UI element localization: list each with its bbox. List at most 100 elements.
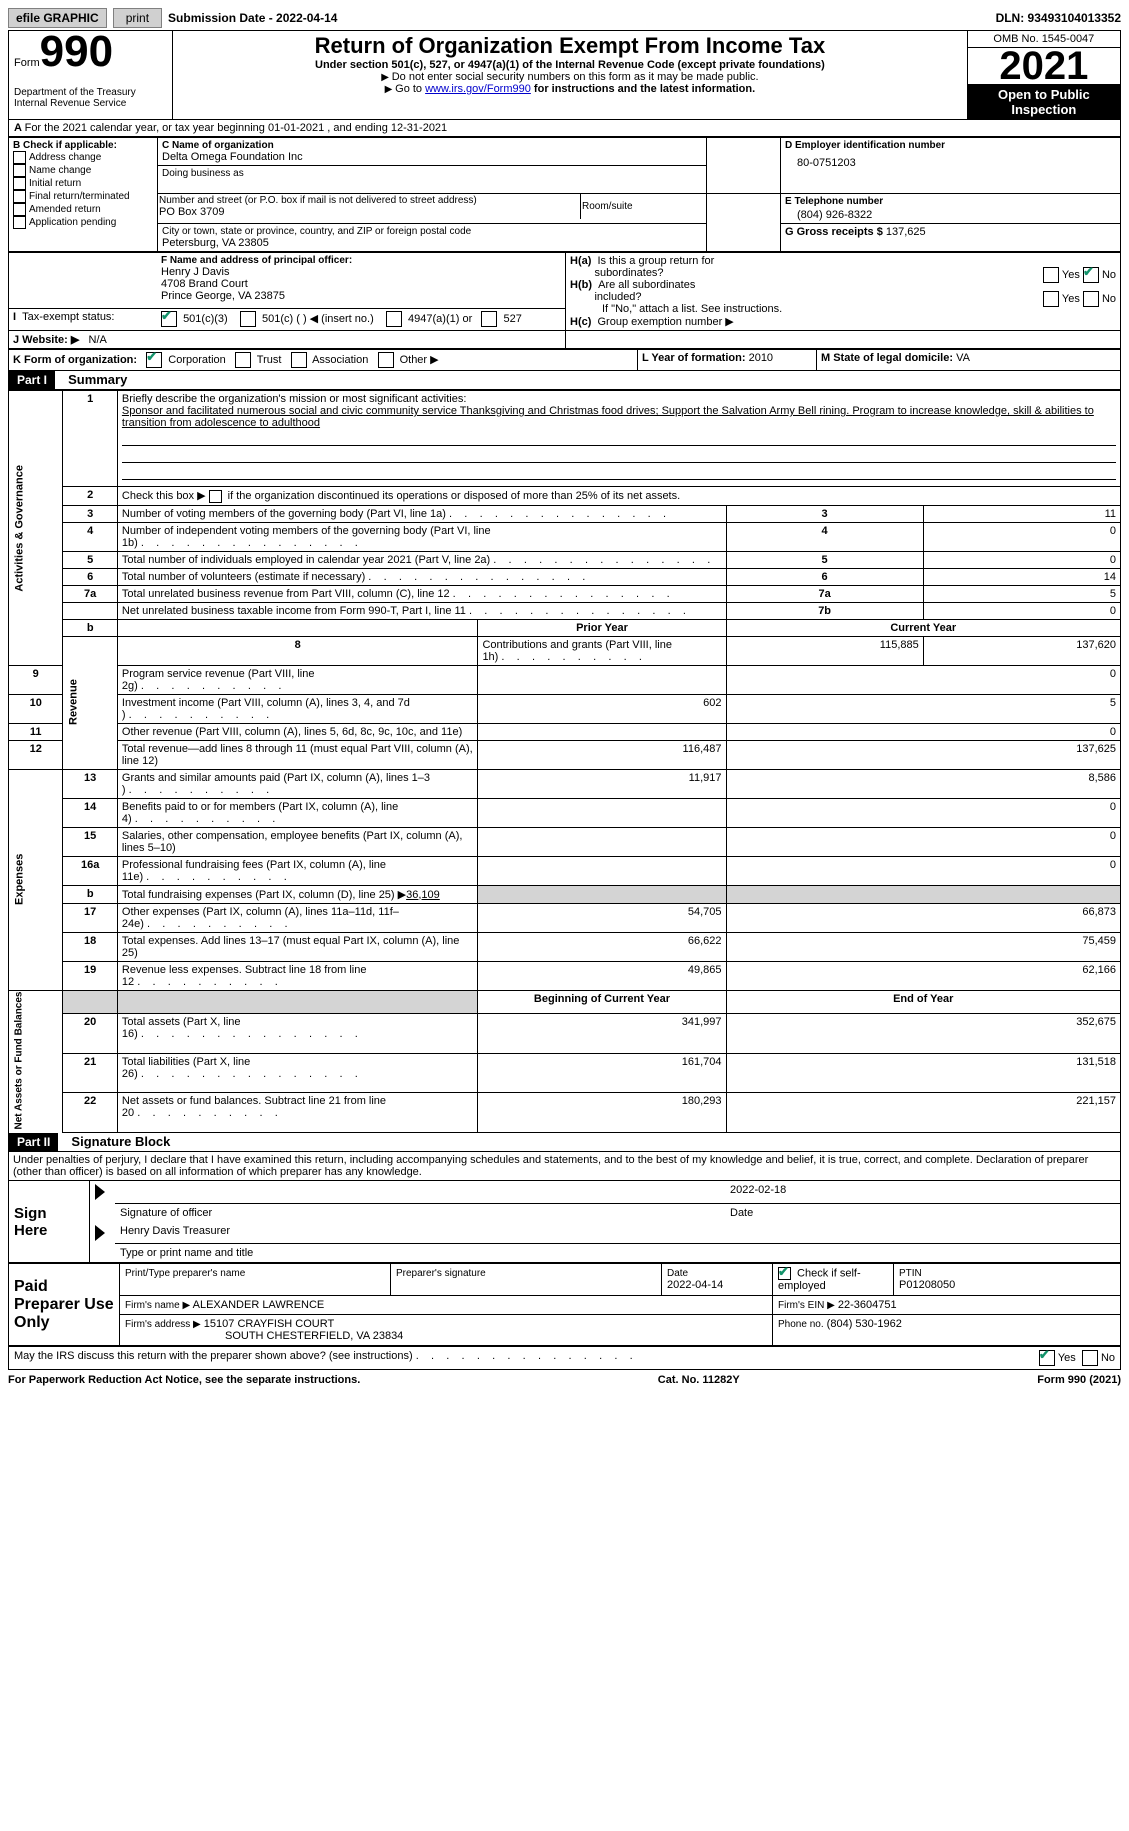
- check-4947a1[interactable]: [386, 311, 402, 327]
- check-initial-return[interactable]: [13, 177, 26, 190]
- check-corp[interactable]: [146, 352, 162, 368]
- v7b: 0: [923, 602, 1120, 619]
- h-b-note: If "No," attach a list. See instructions…: [570, 303, 1116, 315]
- gross-receipts: 137,625: [886, 226, 926, 238]
- v5: 0: [923, 551, 1120, 568]
- type-name-label: Type or print name and title: [115, 1244, 1120, 1263]
- side-activities: Activities & Governance: [9, 391, 63, 666]
- declaration: Under penalties of perjury, I declare th…: [8, 1152, 1121, 1180]
- subtitle: Under section 501(c), 527, or 4947(a)(1)…: [178, 59, 962, 71]
- date-label: Date: [725, 1203, 1120, 1222]
- instr-no-ssn: Do not enter social security numbers on …: [178, 71, 962, 83]
- tax-year: 2021: [968, 48, 1120, 84]
- sign-here-label: Sign Here: [9, 1181, 90, 1263]
- summary-table: Activities & Governance 1 Briefly descri…: [8, 390, 1121, 1133]
- h-a-no[interactable]: [1083, 267, 1099, 283]
- year-formation: 2010: [749, 352, 773, 364]
- org-name: Delta Omega Foundation Inc: [162, 151, 702, 163]
- check-name-change[interactable]: [13, 164, 26, 177]
- entity-info-block: B Check if applicable: Address change Na…: [8, 137, 1121, 252]
- officer-addr2: Prince George, VA 23875: [161, 290, 561, 302]
- sig-officer-label: Signature of officer: [115, 1203, 725, 1222]
- officer-addr1: 4708 Brand Court: [161, 278, 561, 290]
- box-b-label: B Check if applicable:: [13, 140, 153, 151]
- paid-preparer-label: Paid Preparer Use Only: [9, 1264, 120, 1346]
- page-title: Return of Organization Exempt From Incom…: [178, 33, 962, 59]
- box-l-label: L Year of formation:: [642, 352, 746, 364]
- dln: DLN: 93493104013352: [996, 11, 1121, 25]
- irs-discuss-yes[interactable]: [1039, 1350, 1055, 1366]
- form-header: Form990 Return of Organization Exempt Fr…: [8, 30, 1121, 120]
- l1-text: Sponsor and facilitated numerous social …: [122, 405, 1094, 429]
- website-value: N/A: [89, 334, 107, 346]
- irs-label: Internal Revenue Service: [14, 98, 167, 109]
- officer-name: Henry J Davis: [161, 266, 561, 278]
- part2-header: Part II Signature Block: [8, 1133, 1121, 1152]
- street-label: Number and street (or P.O. box if mail i…: [159, 195, 579, 206]
- part1-header: Part I Summary: [8, 371, 1121, 390]
- sig-date: 2022-02-18: [725, 1181, 1120, 1203]
- sign-here-block: Sign Here 2022-02-18 Signature of office…: [8, 1180, 1121, 1263]
- box-g-label: G Gross receipts $: [785, 226, 883, 238]
- ptin-value: P01208050: [899, 1279, 955, 1291]
- h-a-yes[interactable]: [1043, 267, 1059, 283]
- instr-goto: Go to www.irs.gov/Form990 for instructio…: [178, 83, 962, 95]
- l1-label: Briefly describe the organization's miss…: [122, 393, 466, 405]
- firm-name: ALEXANDER LAWRENCE: [193, 1299, 325, 1311]
- page-footer: For Paperwork Reduction Act Notice, see …: [8, 1374, 1121, 1386]
- city-label: City or town, state or province, country…: [162, 226, 702, 237]
- irs-discuss-no[interactable]: [1082, 1350, 1098, 1366]
- top-bar: efile GRAPHIC print Submission Date - 20…: [8, 8, 1121, 28]
- check-final-return[interactable]: [13, 190, 26, 203]
- state-domicile: VA: [956, 352, 970, 364]
- open-to-public: Open to Public Inspection: [967, 85, 1120, 120]
- check-discontinued[interactable]: [209, 490, 222, 503]
- box-k-label: K Form of organization:: [13, 354, 137, 366]
- box-d-label: D Employer identification number: [785, 140, 945, 151]
- firm-addr1: 15107 CRAYFISH COURT: [204, 1318, 334, 1330]
- room-label: Room/suite: [582, 201, 705, 212]
- street-value: PO Box 3709: [159, 206, 579, 218]
- h-b-yes[interactable]: [1043, 291, 1059, 307]
- v4: 0: [923, 522, 1120, 551]
- city-value: Petersburg, VA 23805: [162, 237, 702, 249]
- v7a: 5: [923, 585, 1120, 602]
- h-c-label: H(c) Group exemption number ▶: [570, 315, 1116, 328]
- officer-name-title: Henry Davis Treasurer: [115, 1222, 1120, 1244]
- paid-preparer-block: Paid Preparer Use Only Print/Type prepar…: [8, 1263, 1121, 1346]
- arrow-icon: [95, 1184, 105, 1200]
- firm-addr2: SOUTH CHESTERFIELD, VA 23834: [125, 1330, 403, 1342]
- box-f-label: F Name and address of principal officer:: [161, 255, 352, 266]
- line-a-tax-year: A For the 2021 calendar year, or tax yea…: [8, 120, 1121, 137]
- phone-value: (804) 926-8322: [785, 207, 1116, 221]
- check-application-pending[interactable]: [13, 216, 26, 229]
- check-address-change[interactable]: [13, 151, 26, 164]
- may-irs-discuss: May the IRS discuss this return with the…: [8, 1346, 1121, 1370]
- check-527[interactable]: [481, 311, 497, 327]
- h-b-no[interactable]: [1083, 291, 1099, 307]
- check-amended-return[interactable]: [13, 203, 26, 216]
- irs-link[interactable]: www.irs.gov/Form990: [425, 83, 531, 95]
- check-self-employed[interactable]: [778, 1267, 791, 1280]
- firm-phone: (804) 530-1962: [827, 1318, 902, 1330]
- dba-label: Doing business as: [162, 168, 702, 179]
- check-501c[interactable]: [240, 311, 256, 327]
- box-e-label: E Telephone number: [785, 196, 883, 207]
- check-501c3[interactable]: [161, 311, 177, 327]
- box-c-name-label: C Name of organization: [162, 140, 702, 151]
- side-netassets: Net Assets or Fund Balances: [9, 990, 63, 1133]
- check-other[interactable]: [378, 352, 394, 368]
- check-trust[interactable]: [235, 352, 251, 368]
- efile-button[interactable]: efile GRAPHIC: [8, 8, 107, 28]
- box-m-label: M State of legal domicile:: [821, 352, 953, 364]
- submission-date: Submission Date - 2022-04-14: [168, 11, 337, 25]
- side-expenses: Expenses: [9, 769, 63, 990]
- dept-treasury: Department of the Treasury: [14, 87, 167, 98]
- firm-ein: 22-3604751: [838, 1299, 897, 1311]
- v6: 14: [923, 568, 1120, 585]
- check-assoc[interactable]: [291, 352, 307, 368]
- side-revenue: Revenue: [63, 636, 117, 769]
- print-button[interactable]: print: [113, 8, 162, 28]
- arrow-icon: [95, 1225, 105, 1241]
- box-j-label: J Website: ▶: [13, 334, 79, 346]
